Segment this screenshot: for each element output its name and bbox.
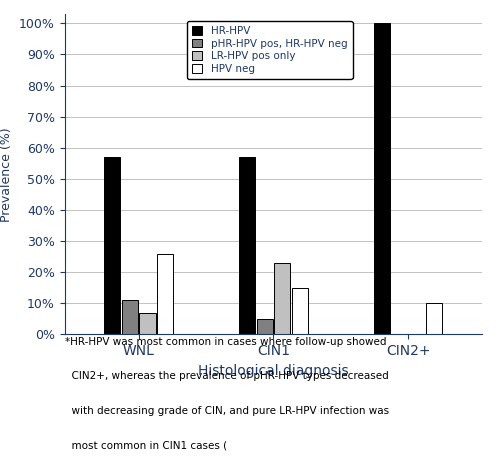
Bar: [426, 303, 442, 334]
Text: most common in CIN1 cases (: most common in CIN1 cases (: [65, 440, 227, 450]
Legend: HR-HPV, pHR-HPV pos, HR-HPV neg, LR-HPV pos only, HPV neg: HR-HPV, pHR-HPV pos, HR-HPV neg, LR-HPV …: [187, 21, 352, 79]
Bar: [139, 312, 156, 334]
Bar: [239, 157, 255, 334]
Bar: [122, 300, 138, 334]
Bar: [256, 319, 273, 334]
Text: *HR-HPV was most common in cases where follow-up showed: *HR-HPV was most common in cases where f…: [65, 337, 386, 347]
Bar: [292, 288, 308, 334]
Bar: [274, 263, 290, 334]
Text: with decreasing grade of CIN, and pure LR-HPV infection was: with decreasing grade of CIN, and pure L…: [65, 406, 389, 416]
Bar: [104, 157, 120, 334]
Text: CIN2+, whereas the prevalence of pHR-HPV types decreased: CIN2+, whereas the prevalence of pHR-HPV…: [65, 371, 388, 382]
Y-axis label: Prevalence (%): Prevalence (%): [0, 127, 13, 221]
X-axis label: Histological diagnosis: Histological diagnosis: [198, 364, 349, 378]
Bar: [157, 254, 173, 334]
Bar: [374, 23, 390, 334]
